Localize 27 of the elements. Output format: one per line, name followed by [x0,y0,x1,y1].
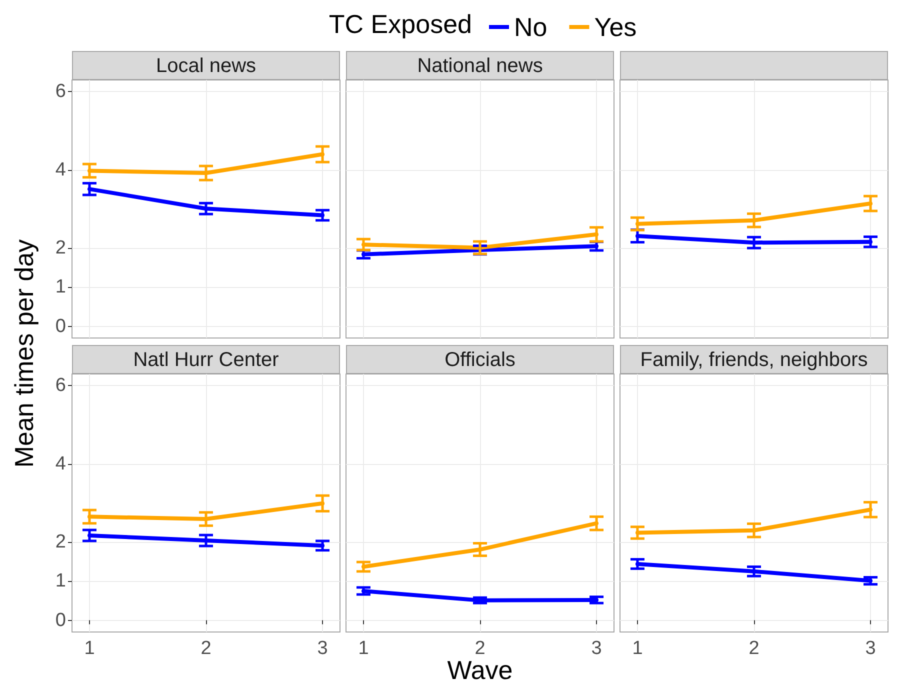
chart-title: Natl Hurr Center [133,349,280,371]
legend-label: No [514,12,548,42]
x-tick-label: 1 [358,638,369,659]
y-tick-label: 2 [55,238,66,259]
y-tick-label: 2 [55,532,66,553]
y-tick-label: 1 [55,276,66,298]
x-tick-label: 2 [748,638,760,659]
legend-title: TC Exposed [328,9,472,39]
y-tick-label: 1 [55,570,66,592]
x-tick-label: 3 [591,638,602,659]
y-tick-label: 4 [55,453,66,474]
legend-label: Yes [594,12,637,42]
x-tick-label: 2 [200,638,212,659]
x-tick-label: 1 [632,638,643,659]
x-tick-label: 1 [84,638,95,659]
chart-title: Family, friends, neighbors [640,349,868,371]
x-tick-label: 3 [865,638,876,659]
y-tick-label: 0 [55,316,66,337]
y-axis-title: Mean times per day [9,239,39,468]
y-tick-label: 4 [55,159,66,180]
chart-title: National news [417,55,543,77]
y-tick-label: 0 [55,610,66,631]
x-tick-label: 3 [317,638,328,659]
chart-title: Local news [156,55,256,77]
y-tick-label: 6 [55,81,66,102]
chart-title: Officials [444,349,516,371]
y-tick-label: 6 [55,375,66,396]
